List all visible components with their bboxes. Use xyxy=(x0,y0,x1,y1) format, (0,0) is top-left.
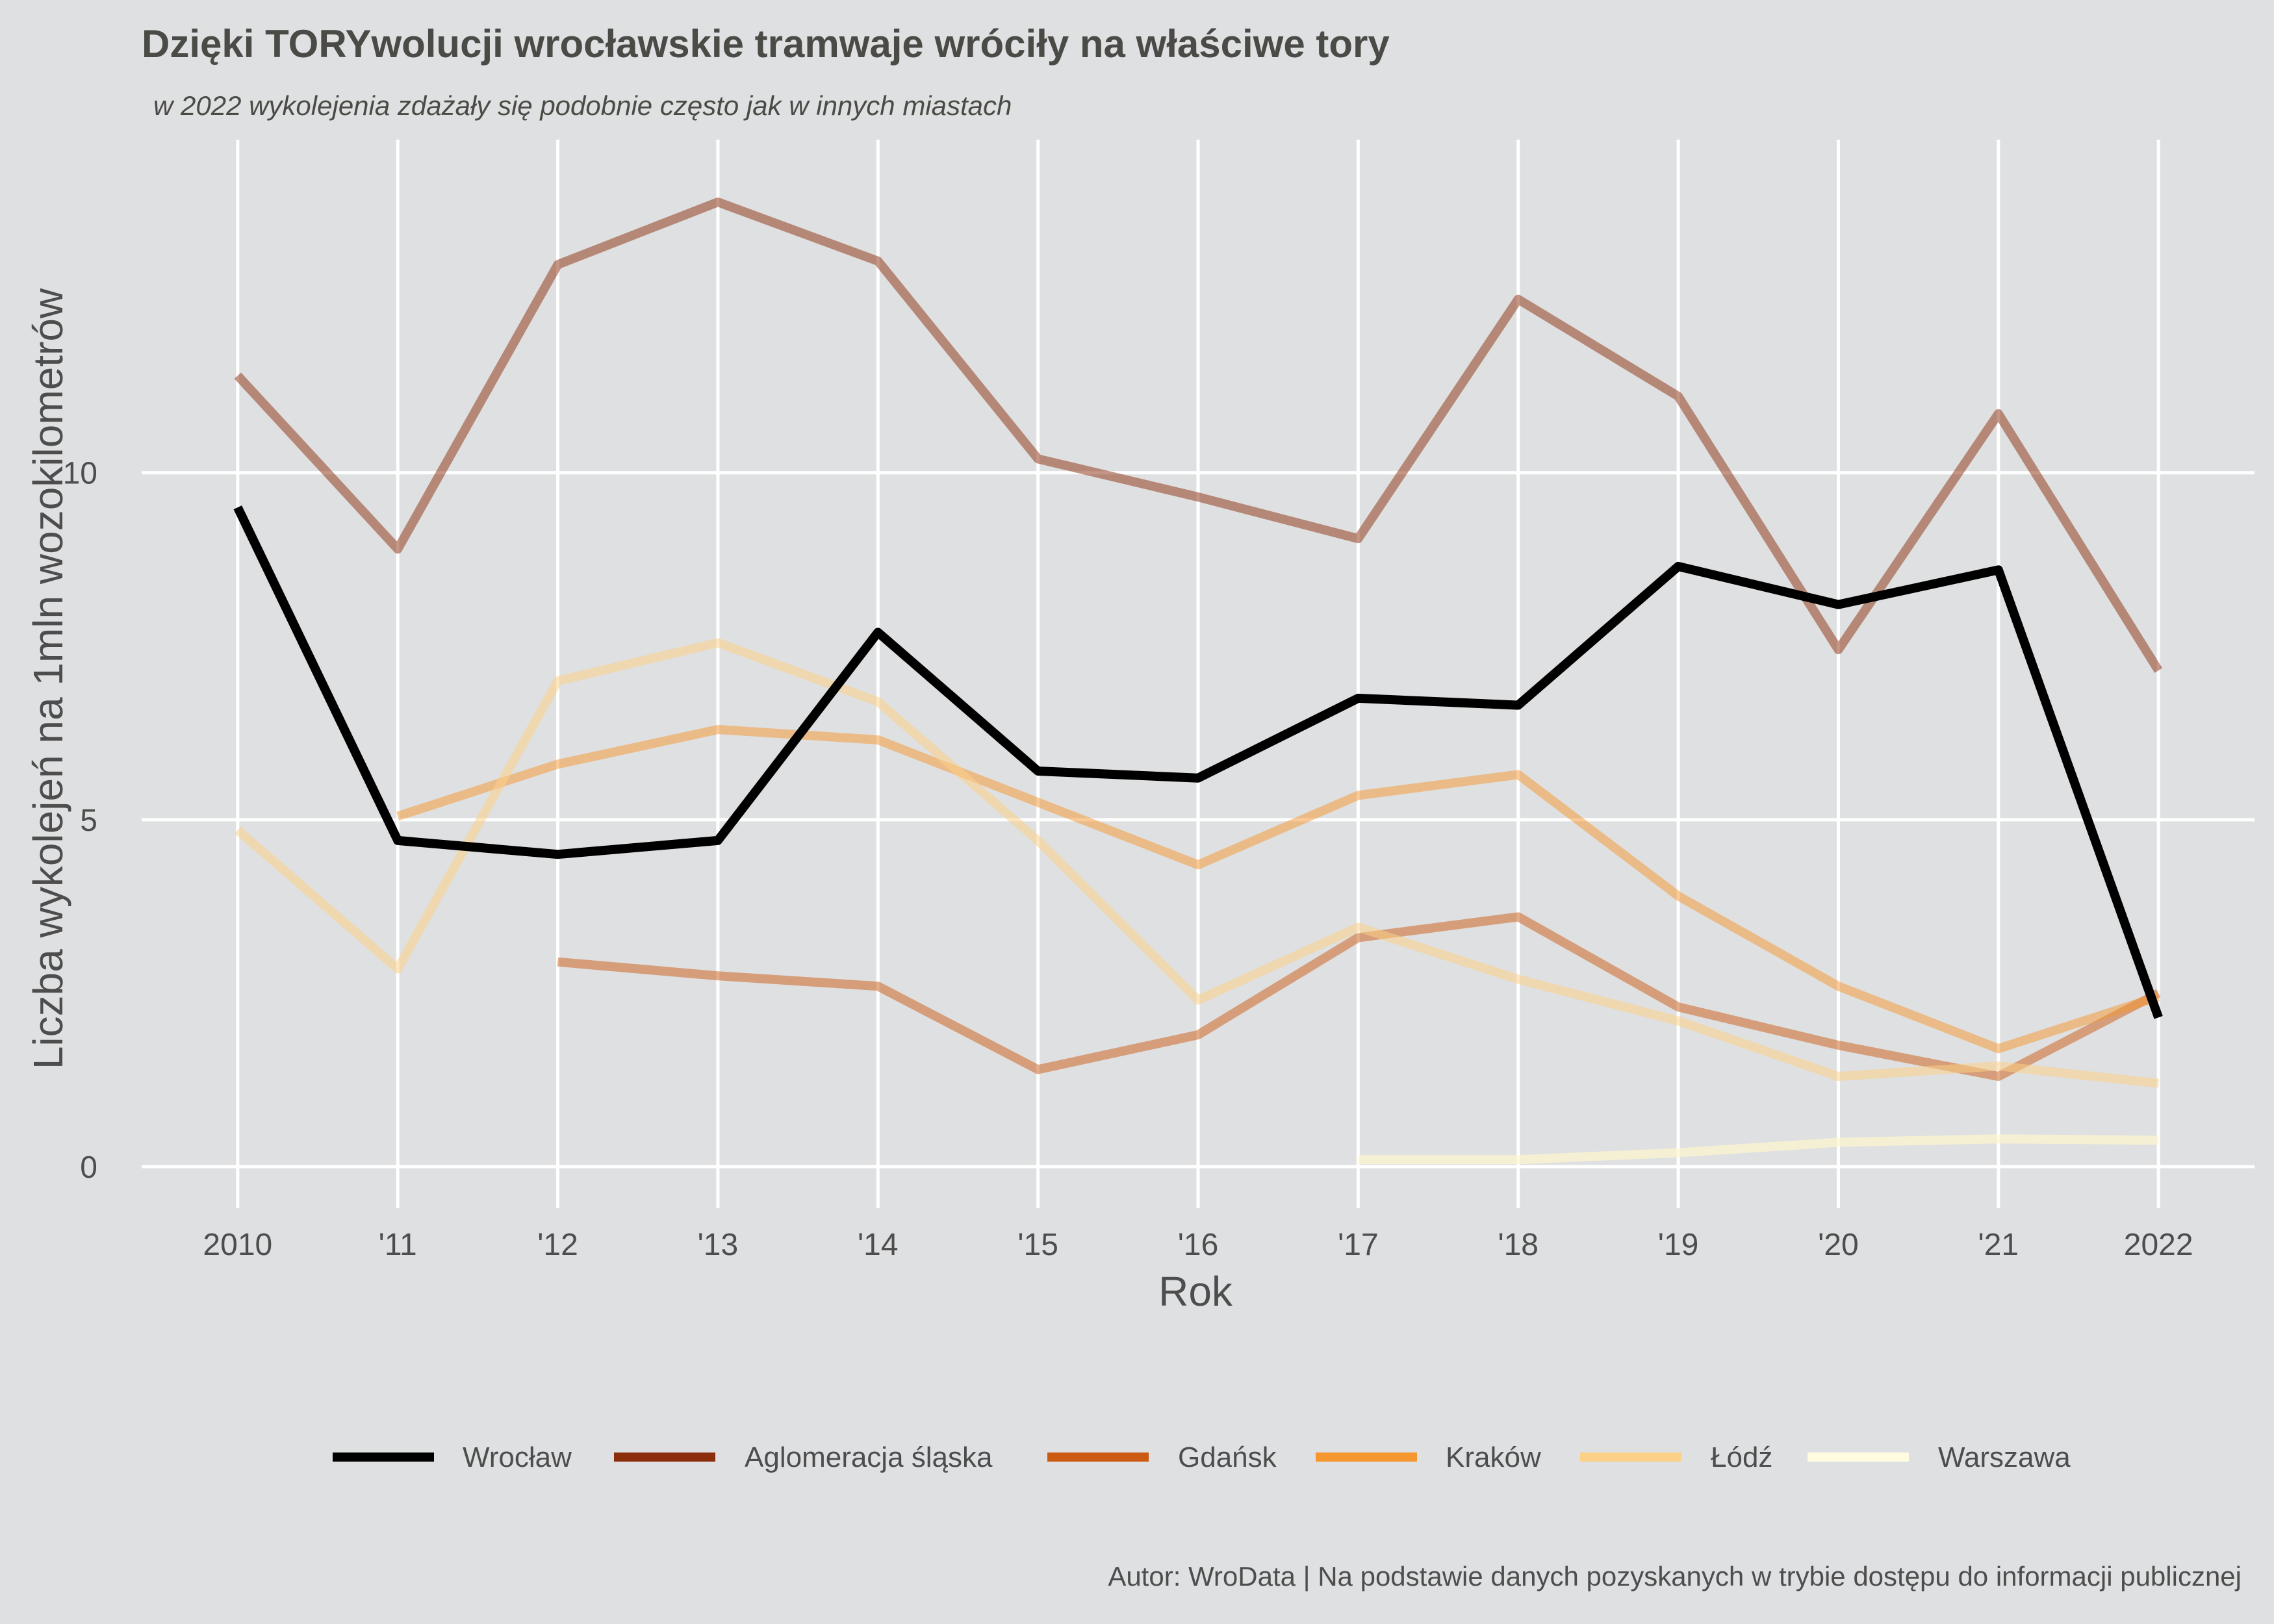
y-tick-label: 5 xyxy=(80,804,97,838)
x-tick-label: '19 xyxy=(1658,1228,1699,1262)
series-line-wroclaw xyxy=(233,505,2163,1019)
legend-item-wroclaw: Wrocław xyxy=(333,1441,572,1473)
x-tick-label: 2022 xyxy=(2124,1228,2193,1262)
legend-label: Kraków xyxy=(1446,1441,1541,1473)
series-line-aglomeracja-slaska xyxy=(234,197,2163,673)
series-line-warszawa xyxy=(1358,1134,2159,1165)
legend-label: Aglomeracja śląska xyxy=(745,1441,993,1473)
caption: Autor: WroData | Na podstawie danych poz… xyxy=(1108,1561,2242,1592)
y-tick-label: 0 xyxy=(80,1150,97,1185)
chart-subtitle: w 2022 wykolejenia zdażały się podobnie … xyxy=(153,90,1012,121)
legend-item-gdansk: Gdańsk xyxy=(1047,1441,1277,1473)
legend: Wrocław Aglomeracja śląska Gdańsk Kraków Łód… xyxy=(333,1441,2071,1473)
legend-item-warszawa: Warszawa xyxy=(1808,1441,2071,1473)
series-lines xyxy=(233,197,2163,1165)
x-tick-label: '20 xyxy=(1818,1228,1859,1262)
x-axis-title: Rok xyxy=(1158,1268,1233,1315)
legend-item-krakow: Kraków xyxy=(1316,1441,1541,1473)
chart-title: Dzięki TORYwolucji wrocławskie tramwaje … xyxy=(142,22,1390,66)
x-tick-label: '11 xyxy=(379,1228,417,1262)
x-tick-label: '17 xyxy=(1338,1228,1379,1262)
x-tick-label: '18 xyxy=(1498,1228,1539,1262)
legend-label: Warszawa xyxy=(1938,1441,2071,1473)
series-line-gdansk xyxy=(557,912,2161,1081)
x-tick-label: '13 xyxy=(698,1228,739,1262)
y-tick-label: 10 xyxy=(63,457,97,491)
legend-item-lodz: Łódź xyxy=(1580,1441,1772,1473)
x-tick-label: '12 xyxy=(537,1228,578,1262)
x-tick-label: '15 xyxy=(1017,1228,1058,1262)
y-gridlines xyxy=(142,471,2255,1169)
y-axis-title: Liczba wykolejeń na 1mln wozokilometrów xyxy=(25,288,71,1069)
legend-item-aglomeracja-slaska: Aglomeracja śląska xyxy=(614,1441,993,1473)
legend-label: Łódź xyxy=(1711,1441,1772,1473)
y-tick-labels: 0 5 10 xyxy=(63,457,97,1185)
series-line-lodz xyxy=(235,638,2159,1088)
x-tick-labels: 2010 '11 '12 '13 '14 '15 '16 '17 '18 '19 '20 '21 202… xyxy=(203,1228,2193,1262)
x-gridlines xyxy=(236,140,2160,1208)
x-tick-label: 2010 xyxy=(203,1228,272,1262)
series-line-krakow xyxy=(396,725,2160,1054)
x-tick-label: '21 xyxy=(1978,1228,2019,1262)
x-tick-label: '16 xyxy=(1178,1228,1219,1262)
legend-label: Gdańsk xyxy=(1178,1441,1277,1473)
legend-label: Wrocław xyxy=(463,1441,572,1473)
x-tick-label: '14 xyxy=(858,1228,899,1262)
